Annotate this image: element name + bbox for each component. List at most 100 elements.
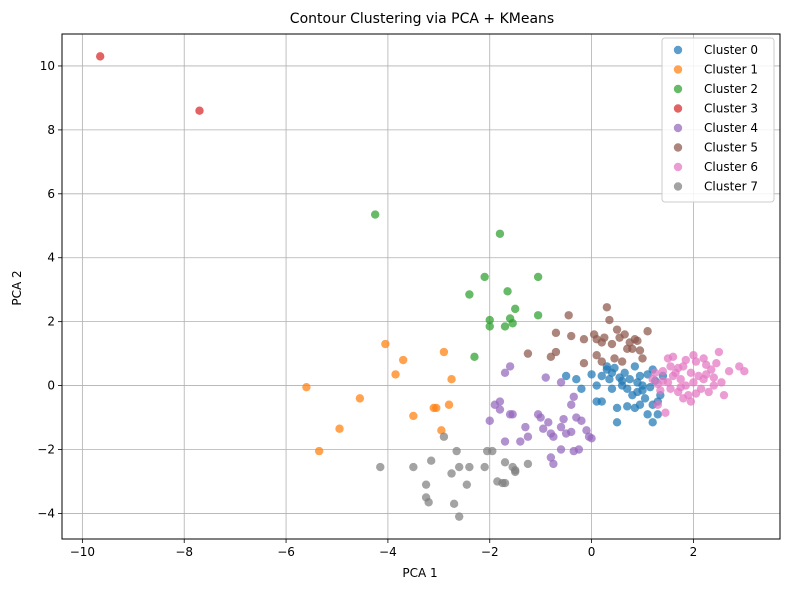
cluster-7-point (421, 480, 431, 489)
cluster-4-point (500, 437, 510, 446)
cluster-0-point (630, 362, 640, 371)
cluster-4-point (587, 434, 596, 443)
y-tick-label: 10 (40, 59, 55, 73)
cluster-0-point (597, 371, 606, 381)
cluster-4-point (577, 416, 586, 425)
cluster-5-point (551, 347, 561, 357)
cluster-6-point (719, 390, 729, 400)
cluster-1-point (302, 382, 311, 392)
cluster-7-point (454, 512, 464, 521)
cluster-6-point (661, 408, 670, 417)
cluster-4-point (544, 418, 553, 427)
cluster-4-point (556, 422, 566, 432)
x-axis-label: PCA 1 (402, 566, 437, 580)
cluster-5-point (617, 357, 627, 366)
y-tick-label: 2 (47, 315, 55, 329)
cluster-6-point (651, 368, 660, 377)
cluster-6-point (676, 374, 685, 384)
cluster-4-point (495, 397, 505, 406)
cluster-5-point (564, 311, 573, 320)
cluster-7-point (409, 462, 418, 472)
cluster-7-point (376, 462, 385, 472)
cluster-0-point (623, 384, 632, 393)
cluster-5-point (612, 325, 622, 334)
cluster-4-point (505, 362, 515, 371)
cluster-0-point (623, 402, 632, 411)
x-tick-label: −2 (481, 545, 499, 559)
cluster-4-point (567, 400, 576, 409)
cluster-0-point (617, 376, 627, 385)
cluster-4-point (500, 368, 510, 377)
cluster-6-point (699, 354, 708, 363)
cluster-5-point (638, 354, 647, 363)
cluster-7-point (439, 432, 449, 441)
cluster-6-point (701, 360, 711, 370)
cluster-1-point (381, 339, 390, 349)
cluster-5-point (551, 328, 561, 338)
cluster-6-point (717, 378, 726, 387)
cluster-0-point (648, 418, 657, 427)
legend-marker (673, 104, 683, 113)
cluster-6-point (689, 378, 698, 387)
cluster-4-point (569, 392, 578, 401)
legend-entry-label: Cluster 6 (704, 160, 758, 174)
cluster-6-point (658, 366, 668, 376)
chart-title: Contour Clustering via PCA + KMeans (290, 11, 554, 27)
cluster-5-point (579, 359, 589, 368)
y-tick-label: 6 (47, 187, 55, 201)
cluster-7-point (523, 459, 533, 469)
cluster-2-point (370, 210, 380, 219)
x-tick-label: −8 (175, 545, 193, 559)
cluster-2-point (503, 287, 512, 296)
cluster-6-point (666, 362, 675, 371)
cluster-7-point (511, 467, 520, 477)
cluster-5-point (633, 336, 642, 346)
y-axis-label: PCA 2 (10, 270, 24, 305)
axis-ticks: −10 −8 −6 −4 −2 0 2 −4 −2 0 2 4 6 8 10 (37, 59, 697, 559)
cluster-6-point (668, 352, 678, 362)
legend-entry-label: Cluster 3 (704, 102, 758, 116)
cluster-4-point (536, 413, 545, 422)
cluster-2-point (465, 290, 474, 299)
cluster-0-point (612, 403, 622, 413)
cluster-3-point (95, 52, 105, 61)
cluster-4-point (539, 424, 548, 433)
cluster-6-point (679, 362, 688, 371)
cluster-7-point (465, 462, 474, 472)
cluster-6-point (740, 366, 749, 376)
cluster-0-point (572, 374, 581, 384)
cluster-5-point (597, 338, 606, 347)
legend-marker (673, 143, 683, 152)
cluster-5-point (605, 315, 614, 325)
cluster-6-point (676, 382, 685, 392)
cluster-0-point (607, 384, 617, 393)
y-tick-label: −2 (37, 443, 55, 457)
cluster-0-point (592, 381, 601, 390)
cluster-6-point (712, 359, 721, 368)
cluster-6-point (704, 387, 713, 397)
cluster-6-point (714, 347, 724, 357)
cluster-4-point (556, 445, 566, 454)
cluster-4-point (559, 414, 568, 424)
cluster-5-point (643, 327, 652, 336)
cluster-4-point (508, 410, 517, 419)
cluster-0-point (587, 370, 596, 379)
cluster-7-point (500, 478, 510, 488)
cluster-5-point (635, 346, 645, 355)
legend-box (661, 37, 775, 203)
cluster-0-point (561, 371, 571, 381)
legend-entry-label: Cluster 2 (704, 82, 758, 96)
legend: Cluster 0 Cluster 1 Cluster 2 Cluster 3 Clus… (661, 37, 775, 203)
cluster-4-point (485, 416, 494, 425)
cluster-1-point (447, 374, 456, 384)
cluster-4-point (546, 453, 556, 462)
cluster-1-point (398, 355, 408, 365)
cluster-0-point (645, 382, 655, 392)
cluster-5-point (592, 351, 601, 360)
cluster-6-point (691, 357, 701, 366)
cluster-6-point (709, 373, 719, 382)
legend-marker (673, 123, 683, 133)
cluster-7-point (447, 469, 456, 478)
cluster-2-point (533, 311, 543, 320)
